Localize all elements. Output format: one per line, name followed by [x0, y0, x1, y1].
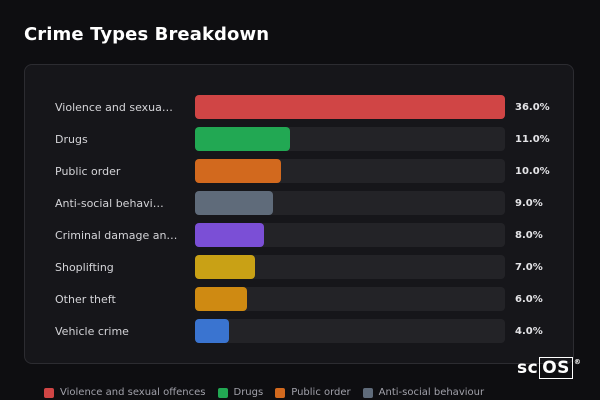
bar-row: Shoplifting 7.0% — [25, 255, 575, 281]
bar-track — [195, 255, 505, 279]
bar-track — [195, 127, 505, 151]
bar — [195, 255, 255, 279]
legend-label: Anti-social behaviour — [378, 387, 485, 398]
category-label: Public order — [55, 165, 121, 178]
value-label: 36.0% — [515, 102, 550, 113]
bar — [195, 127, 290, 151]
logo-text-a: sc — [517, 358, 539, 378]
legend-item: Drugs — [217, 387, 264, 398]
bar-track — [195, 223, 505, 247]
brand-logo: sc OS ® — [517, 357, 582, 379]
bar-track — [195, 159, 505, 183]
bar-track — [195, 191, 505, 215]
bar-row: Vehicle crime 4.0% — [25, 319, 575, 345]
legend-item: Violence and sexual offences — [44, 387, 206, 398]
legend-swatch — [275, 387, 286, 398]
bar — [195, 223, 264, 247]
category-label: Anti-social behavi… — [55, 197, 164, 210]
logo-text-b: OS — [539, 357, 573, 379]
bar — [195, 287, 247, 311]
bar — [195, 319, 229, 343]
category-label: Drugs — [55, 133, 88, 146]
value-label: 7.0% — [515, 262, 543, 273]
legend-swatch — [217, 387, 228, 398]
bar-row: Violence and sexua… 36.0% — [25, 95, 575, 121]
bar — [195, 191, 273, 215]
category-label: Criminal damage an… — [55, 229, 178, 242]
value-label: 8.0% — [515, 230, 543, 241]
legend-item: Anti-social behaviour — [362, 387, 485, 398]
category-label: Shoplifting — [55, 261, 114, 274]
bar-row: Public order 10.0% — [25, 159, 575, 185]
bar-row: Anti-social behavi… 9.0% — [25, 191, 575, 217]
chart-card: Violence and sexua… 36.0% Drugs 11.0% Public… — [24, 64, 574, 364]
category-label: Vehicle crime — [55, 325, 129, 338]
bar — [195, 95, 505, 119]
value-label: 11.0% — [515, 134, 550, 145]
chart-title: Crime Types Breakdown — [24, 24, 270, 45]
bar — [195, 159, 281, 183]
value-label: 10.0% — [515, 166, 550, 177]
legend-item: Public order — [275, 387, 351, 398]
legend-swatch — [362, 387, 373, 398]
bar-track — [195, 319, 505, 343]
chart-legend: Violence and sexual offences Drugs Public … — [44, 387, 496, 398]
legend-label: Drugs — [233, 387, 264, 398]
legend-label: Public order — [291, 387, 351, 398]
bar-track — [195, 95, 505, 119]
category-label: Other theft — [55, 293, 116, 306]
legend-swatch — [44, 387, 54, 398]
bar-track — [195, 287, 505, 311]
legend-label: Violence and sexual offences — [60, 387, 206, 398]
value-label: 9.0% — [515, 198, 543, 209]
registered-mark: ® — [573, 358, 582, 366]
value-label: 4.0% — [515, 326, 543, 337]
bar-row: Criminal damage an… 8.0% — [25, 223, 575, 249]
value-label: 6.0% — [515, 294, 543, 305]
bar-row: Other theft 6.0% — [25, 287, 575, 313]
category-label: Violence and sexua… — [55, 101, 173, 114]
bar-row: Drugs 11.0% — [25, 127, 575, 153]
